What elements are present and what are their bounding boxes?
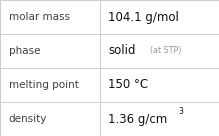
Text: 1.36 g/cm: 1.36 g/cm <box>108 112 168 126</box>
Text: 150 °C: 150 °C <box>108 78 148 92</box>
Text: melting point: melting point <box>9 80 79 90</box>
Text: density: density <box>9 114 47 124</box>
Text: phase: phase <box>9 46 40 56</box>
Text: (at STP): (at STP) <box>150 47 181 55</box>
Text: solid: solid <box>108 44 136 58</box>
Text: 3: 3 <box>178 107 183 116</box>
Text: 104.1 g/mol: 104.1 g/mol <box>108 10 179 24</box>
Text: molar mass: molar mass <box>9 12 70 22</box>
